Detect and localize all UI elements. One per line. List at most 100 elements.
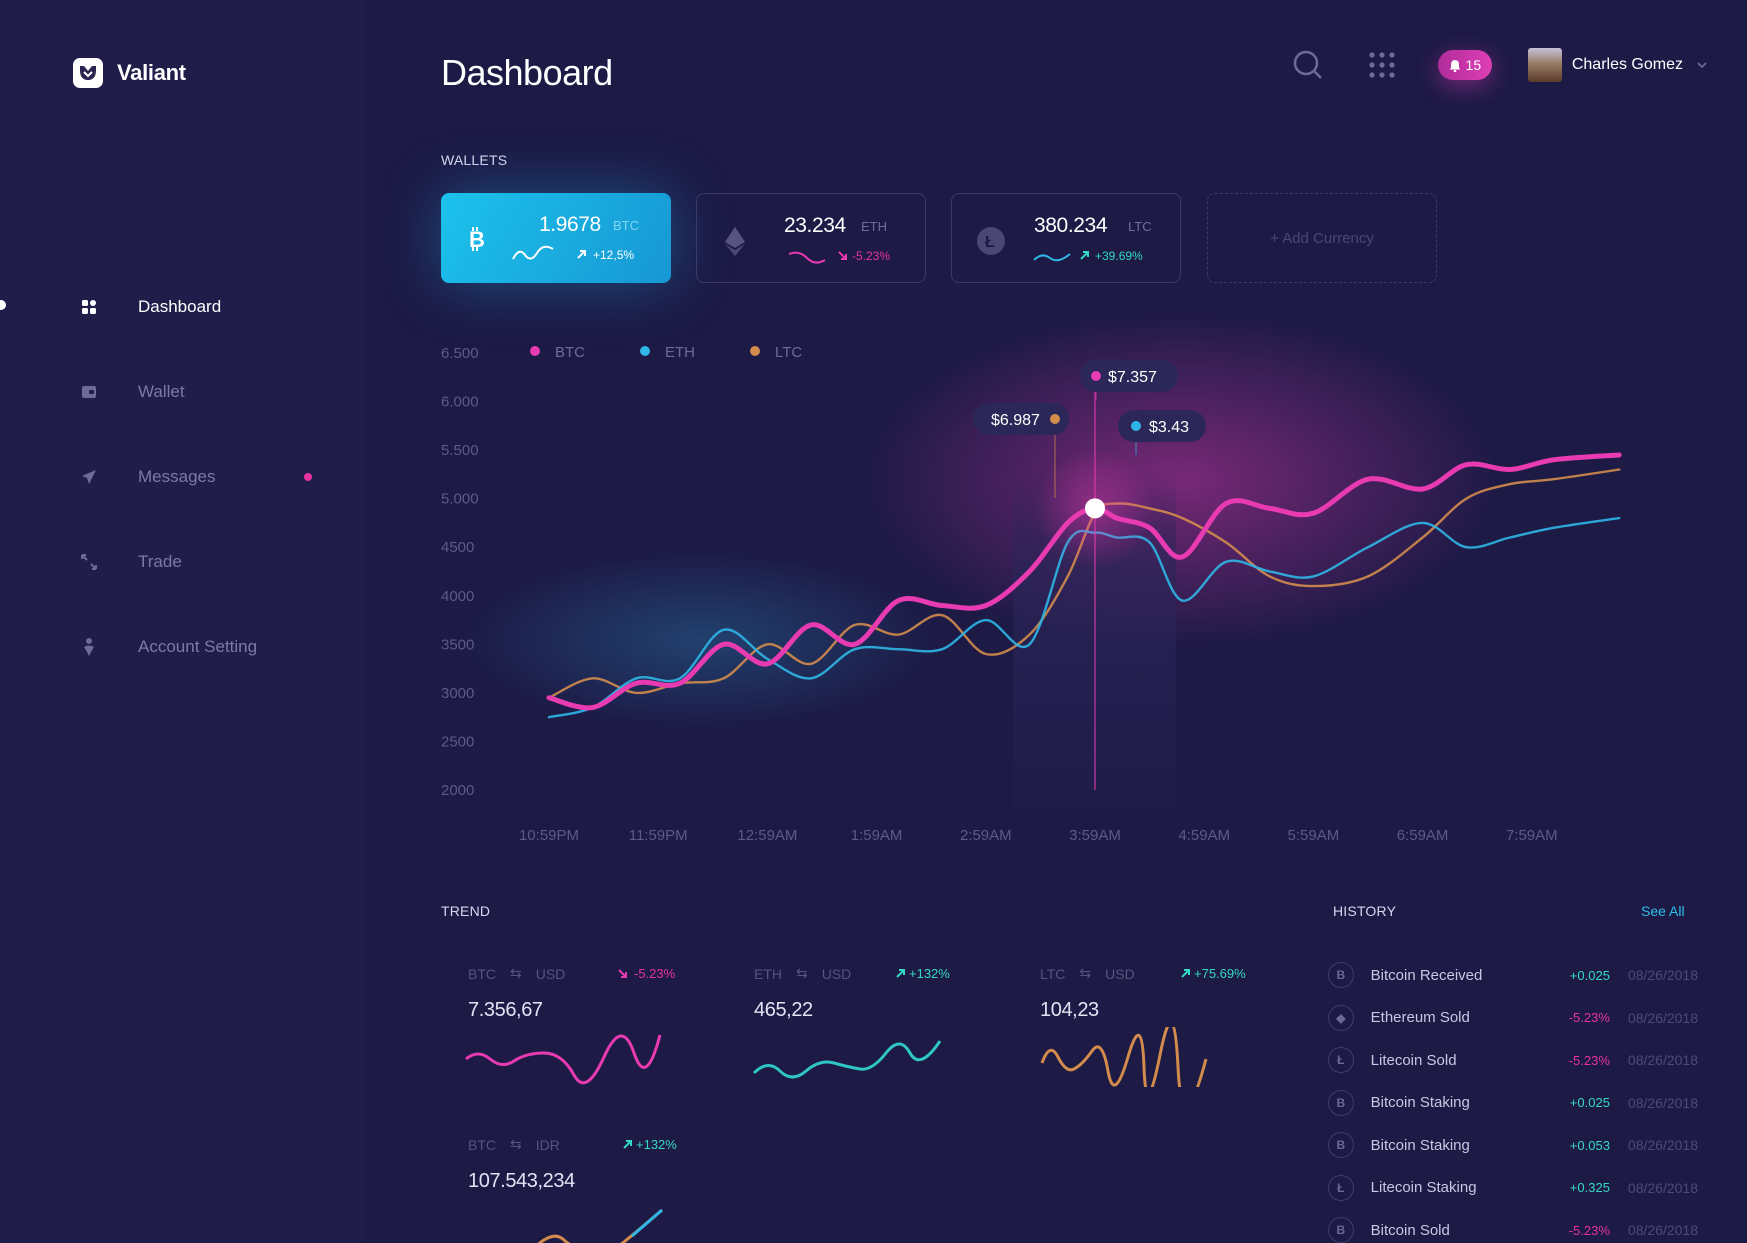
trend-pair: BTC ⇆ USD	[468, 965, 565, 982]
sidebar-item-messages[interactable]: Messages	[78, 462, 328, 492]
svg-text:Ł: Ł	[985, 234, 995, 251]
history-date: 08/26/2018	[1627, 1052, 1698, 1068]
trend-card-eth-usd[interactable]: ETH ⇆ USD +132% 465,22	[752, 965, 1014, 1105]
trend-pair: ETH ⇆ USD	[754, 965, 851, 982]
history-row[interactable]: B Bitcoin Staking +0.053 08/26/2018	[1328, 1130, 1698, 1160]
user-menu[interactable]: Charles Gomez	[1527, 48, 1707, 82]
sidebar-item-label: Wallet	[138, 382, 185, 401]
user-name: Charles Gomez	[1571, 56, 1683, 73]
history-row[interactable]: B Bitcoin Received +0.025 08/26/2018	[1328, 960, 1698, 990]
wallet-card-btc[interactable]: B 1.9678 BTC +12,5%	[441, 193, 671, 283]
wallet-amount: 1.9678	[539, 213, 601, 236]
see-all-link[interactable]: See All	[1641, 903, 1685, 919]
chart-glow	[860, 310, 1500, 650]
wallet-sparkline	[788, 251, 826, 264]
trend-change: -5.23%	[634, 966, 676, 981]
notifications-button[interactable]: 15	[1437, 50, 1492, 80]
history-title: Litecoin Staking	[1370, 1179, 1477, 1196]
wallet-card-eth[interactable]: 23.234 ETH -5.23%	[696, 193, 926, 283]
sidebar: Valiant Dashboard Wallet Messages Trade …	[0, 0, 364, 1243]
y-tick-label: 6.500	[441, 345, 479, 362]
trend-quote: IDR	[535, 1136, 560, 1153]
valiant-logo-icon	[73, 58, 103, 88]
history-amount: -5.23%	[1568, 1010, 1610, 1025]
notification-count: 15	[1465, 57, 1482, 73]
bitcoin-icon: B	[1328, 962, 1354, 988]
tooltip-bubble	[1080, 360, 1178, 392]
x-tick-label: 3:59AM	[1069, 827, 1121, 844]
trend-card-btc-usd[interactable]: BTC ⇆ USD -5.23% 7.356,67	[465, 965, 728, 1105]
apps-button[interactable]	[1364, 47, 1400, 83]
arrow-up-icon	[1181, 969, 1190, 978]
svg-text:B: B	[469, 227, 485, 252]
chart-legend: BTC ETH LTC	[530, 344, 802, 361]
bitcoin-icon: B	[465, 225, 493, 253]
x-tick-label: 12:59AM	[737, 827, 797, 844]
history-row[interactable]: B Bitcoin Staking +0.025 08/26/2018	[1328, 1088, 1698, 1118]
history-date: 08/26/2018	[1627, 1009, 1698, 1026]
y-axis: 6.500 6.000 5.500 5.000 4500 4000 3500 3000 2500…	[441, 345, 479, 799]
sidebar-item-wallet[interactable]: Wallet	[78, 377, 328, 407]
grid-icon	[78, 296, 100, 318]
trend-change: +132%	[909, 966, 950, 981]
history-row[interactable]: ◆ Ethereum Sold -5.23% 08/26/2018	[1328, 1003, 1698, 1033]
chevron-down-icon	[1697, 62, 1707, 68]
litecoin-icon: Ł	[1328, 1174, 1354, 1201]
bitcoin-icon: B	[1328, 1217, 1354, 1243]
x-tick-label: 4:59AM	[1178, 827, 1230, 844]
send-icon	[78, 466, 100, 488]
y-tick-label: 5.500	[441, 442, 479, 459]
tooltip-swatch	[1091, 371, 1101, 381]
trend-card-btc-idr[interactable]: BTC ⇆ IDR +132% 107.543,234	[468, 1136, 728, 1243]
history-row[interactable]: Ł Litecoin Staking +0.325 08/26/2018	[1328, 1173, 1698, 1203]
page-title: Dashboard	[441, 52, 613, 93]
x-tick-label: 6:59AM	[1397, 827, 1449, 844]
wallet-symbol: LTC	[1128, 219, 1152, 234]
history-title: Litecoin Sold	[1370, 1051, 1457, 1069]
wallet-sparkline	[512, 245, 554, 260]
chart-tooltips: $7.357 $6.987 $3.43	[973, 360, 1206, 498]
series-line-eth	[547, 516, 1621, 719]
wallet-change: +12,5%	[593, 248, 635, 262]
sidebar-item-account-setting[interactable]: Account Setting	[78, 632, 328, 662]
series-line-ltc	[547, 468, 1621, 699]
litecoin-icon: Ł	[976, 226, 1005, 255]
wallet-symbol: ETH	[861, 219, 887, 234]
trend-base: LTC	[1040, 965, 1066, 982]
y-tick-label: 2000	[441, 782, 474, 799]
trend-change: +132%	[636, 1137, 677, 1152]
history-row[interactable]: B Bitcoin Sold -5.23% 08/26/2018	[1328, 1215, 1698, 1243]
history-row[interactable]: Ł Litecoin Sold -5.23% 08/26/2018	[1328, 1045, 1698, 1075]
legend-swatch	[640, 346, 650, 356]
wallet-symbol: BTC	[613, 218, 639, 233]
history-amount: +0.325	[1569, 1180, 1610, 1195]
swap-icon: ⇆	[510, 1136, 522, 1152]
app-logo[interactable]: Valiant	[73, 58, 186, 88]
x-tick-label: 11:59PM	[629, 827, 688, 844]
history-date: 08/26/2018	[1627, 967, 1698, 983]
history-date: 08/26/2018	[1627, 1094, 1698, 1111]
trend-pair: BTC ⇆ IDR	[468, 1136, 560, 1153]
trend-card-ltc-usd[interactable]: LTC ⇆ USD +75.69% 104,23	[1040, 965, 1300, 1105]
sidebar-item-dashboard[interactable]: Dashboard	[78, 292, 328, 322]
trend-base: BTC	[468, 1136, 496, 1153]
ethereum-icon: ◆	[1328, 1004, 1354, 1031]
x-tick-label: 5:59AM	[1288, 827, 1340, 844]
add-currency-button[interactable]: + Add Currency	[1207, 193, 1437, 283]
top-actions: 15 Charles Gomez	[1290, 44, 1707, 86]
trend-sparkline	[752, 1040, 942, 1079]
trend-value: 7.356,67	[468, 999, 543, 1021]
y-tick-label: 3000	[441, 685, 474, 702]
history-date: 08/26/2018	[1627, 1179, 1698, 1196]
trend-quote: USD	[821, 965, 852, 982]
wallet-change: -5.23%	[852, 249, 891, 263]
focus-glow	[1035, 448, 1155, 569]
search-button[interactable]	[1290, 47, 1326, 83]
sidebar-item-label: Dashboard	[138, 297, 222, 316]
bitcoin-icon: B	[1328, 1132, 1354, 1158]
sidebar-item-label: Messages	[138, 467, 216, 486]
sidebar-item-trade[interactable]: Trade	[78, 547, 328, 577]
y-tick-label: 4500	[441, 539, 474, 556]
wallets-heading: WALLETS	[441, 152, 508, 168]
wallet-card-ltc[interactable]: Ł 380.234 LTC +39.69%	[951, 193, 1181, 283]
